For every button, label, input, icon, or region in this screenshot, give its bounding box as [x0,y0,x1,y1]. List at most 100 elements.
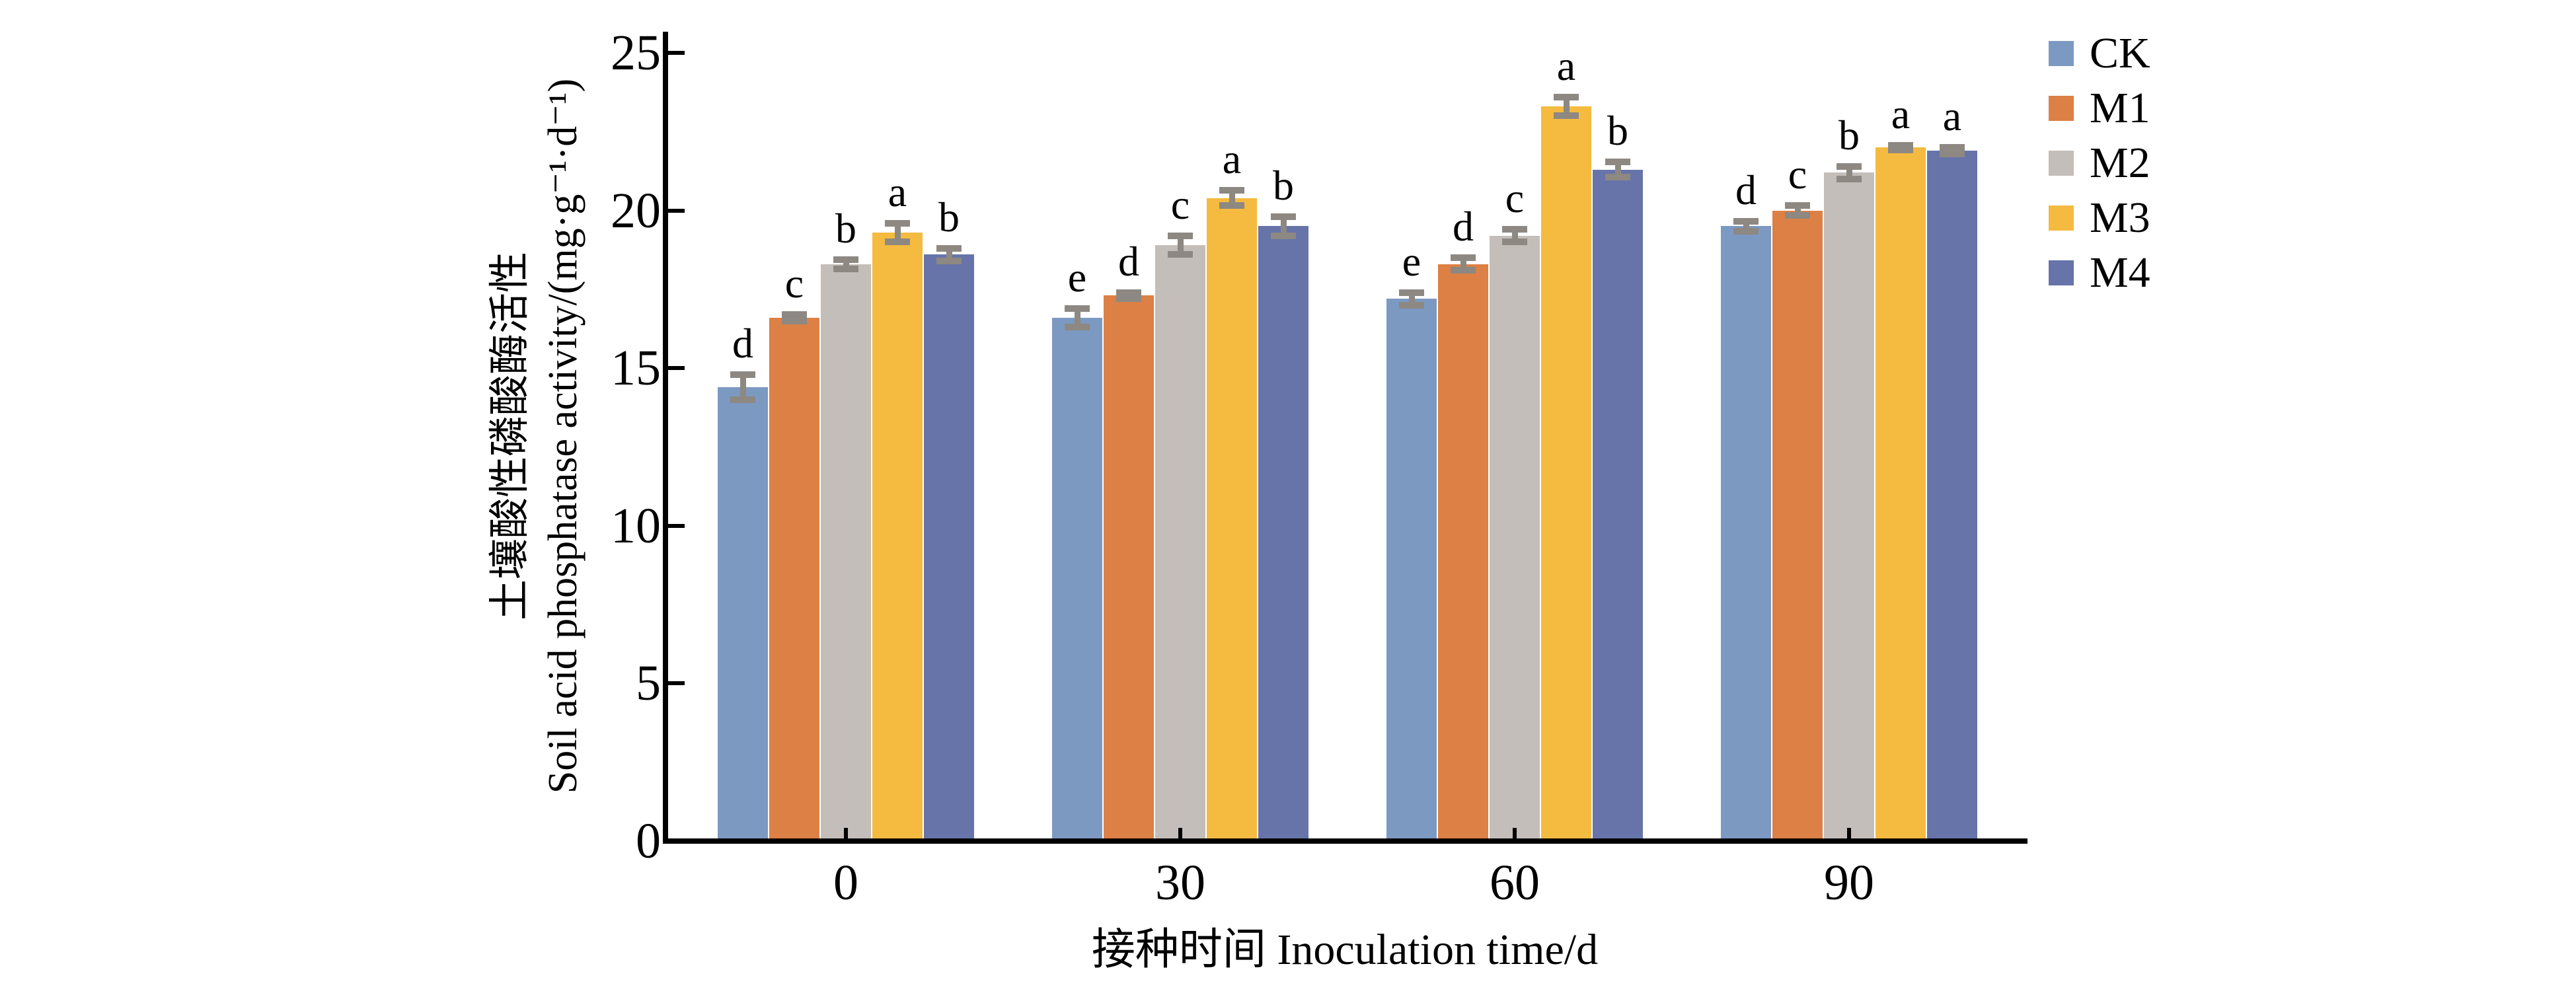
bar-M1-90 [1772,210,1823,841]
error-cap-top [1271,213,1296,221]
legend-swatch-M3 [2049,205,2074,231]
error-cap-bottom [885,239,910,246]
error-cap-bottom [1451,267,1476,274]
error-bar-CK-60 [1408,292,1415,305]
error-cap-bottom [1116,295,1141,303]
bar-M1-30 [1104,295,1154,841]
x-tick-label: 60 [1490,855,1540,910]
y-tick-label: 0 [636,813,661,869]
error-cap-top [782,311,807,318]
x-tick-30 [1178,828,1182,841]
error-cap-bottom [1399,301,1424,309]
legend-swatch-M2 [2049,151,2074,176]
y-tick-label: 25 [611,25,661,81]
error-cap-top [1888,141,1913,149]
error-bar-M4-30 [1280,217,1287,236]
bar-M3-60 [1541,106,1591,841]
error-cap-bottom [1837,175,1862,182]
y-tick-label: 20 [611,182,661,239]
error-cap-bottom [1168,251,1193,258]
bar-M2-0 [821,264,871,841]
error-bar-CK-30 [1074,308,1080,328]
significance-letter: a [1942,92,1962,140]
bar-M2-30 [1155,245,1205,841]
bar-CK-60 [1386,299,1437,841]
bar-M4-90 [1927,150,1977,841]
significance-letter: d [732,319,753,367]
y-axis-spine [663,32,668,844]
error-cap-top [1116,289,1141,296]
error-cap-top [1837,163,1862,170]
error-bar-M2-60 [1511,229,1518,242]
legend-item-CK: CK [2049,32,2150,75]
error-cap-bottom [936,257,962,264]
x-tick-60 [1513,828,1517,841]
significance-letter: a [1891,90,1911,137]
legend-item-M4: M4 [2049,248,2150,297]
x-tick-0 [844,828,848,841]
error-bar-CK-0 [739,374,746,400]
significance-letter: e [1067,253,1087,301]
significance-letter: d [1453,203,1474,250]
bar-M3-0 [872,233,923,841]
error-cap-top [1554,93,1579,100]
error-cap-bottom [730,396,755,403]
significance-letter: b [835,204,856,252]
error-bar-M3-0 [894,223,901,242]
y-tick-10 [667,523,685,528]
bar-CK-30 [1052,317,1102,841]
bar-M2-90 [1824,172,1874,841]
x-axis-title: 接种时间 Inoculation time/d [1091,926,1599,974]
bar-M3-30 [1207,198,1257,841]
y-tick-25 [667,51,685,55]
legend-label: M1 [2090,84,2150,132]
significance-letter: a [1222,135,1242,182]
x-tick-label: 90 [1824,855,1874,910]
significance-letter: b [938,193,960,240]
error-cap-bottom [1605,174,1630,181]
y-tick-label: 15 [611,340,661,396]
error-bar-M4-0 [946,248,952,261]
error-cap-top [833,256,858,263]
significance-letter: c [1505,174,1525,222]
error-cap-top [1065,305,1090,312]
significance-letter: c [1788,151,1807,198]
legend-item-M1: M1 [2049,84,2150,132]
legend-swatch-CK [2049,41,2074,66]
bar-M2-60 [1490,235,1540,841]
bar-M1-0 [769,317,819,841]
error-cap-bottom [1554,112,1579,120]
bar-M4-60 [1593,169,1643,841]
bar-M4-30 [1258,226,1308,841]
y-tick-20 [667,208,685,213]
significance-letter: b [1607,106,1628,154]
bar-M3-90 [1875,147,1926,841]
legend-swatch-M1 [2049,96,2074,121]
error-bar-M1-90 [1794,205,1801,215]
bar-M1-60 [1438,264,1488,841]
significance-letter: b [1273,162,1294,209]
error-cap-bottom [1502,239,1527,246]
error-cap-top [1733,218,1759,225]
x-tick-90 [1847,828,1851,841]
legend-label: M2 [2090,139,2150,187]
x-tick-label: 30 [1155,855,1205,910]
error-cap-bottom [1271,232,1296,239]
legend-label: M4 [2090,248,2150,297]
error-cap-bottom [1940,150,1965,157]
error-cap-top [936,244,962,252]
error-bar-M2-30 [1177,235,1184,255]
significance-letter: b [1838,111,1860,159]
error-cap-top [1502,226,1527,233]
error-cap-top [1399,289,1424,296]
x-tick-label: 0 [833,855,858,910]
error-bar-M3-60 [1563,96,1570,116]
error-cap-top [1451,254,1476,262]
significance-letter: d [1118,237,1139,285]
error-cap-bottom [1733,227,1759,235]
error-cap-top [1219,186,1244,194]
error-bar-M4-60 [1614,161,1621,178]
error-cap-top [730,371,755,378]
